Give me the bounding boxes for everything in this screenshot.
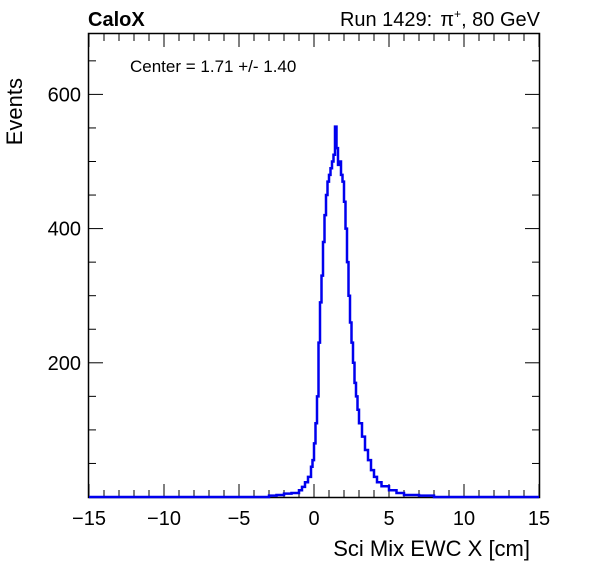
- header-left: CaloX: [88, 9, 145, 31]
- histogram-line: [89, 125, 539, 499]
- y-tick-label: 400: [48, 219, 81, 241]
- header-particle-sup: +: [454, 7, 461, 21]
- x-tick-label: 10: [453, 508, 475, 530]
- x-tick-label: 5: [383, 508, 394, 530]
- axis-ticks: [88, 34, 540, 497]
- x-tick-label: 0: [308, 508, 319, 530]
- header-right: Run 1429: π+, 80 GeV: [340, 7, 541, 31]
- y-axis-label: Events: [2, 78, 27, 145]
- header-run: Run 1429:: [340, 9, 432, 31]
- x-tick-label: −5: [228, 508, 251, 530]
- x-tick-label: 15: [528, 508, 550, 530]
- header-energy: , 80 GeV: [461, 9, 541, 31]
- x-tick-label: −15: [72, 508, 106, 530]
- y-tick-labels: 200 400 600: [48, 84, 81, 374]
- plot-frame: [87, 32, 541, 499]
- header-particle: π: [440, 9, 454, 31]
- x-axis-label: Sci Mix EWC X [cm]: [333, 536, 530, 561]
- center-annotation: Center = 1.71 +/- 1.40: [130, 57, 296, 76]
- x-tick-labels: −15 −10 −5 0 5 10 15: [72, 508, 550, 530]
- y-tick-label: 200: [48, 353, 81, 375]
- y-tick-label: 600: [48, 84, 81, 106]
- x-tick-label: −10: [147, 508, 181, 530]
